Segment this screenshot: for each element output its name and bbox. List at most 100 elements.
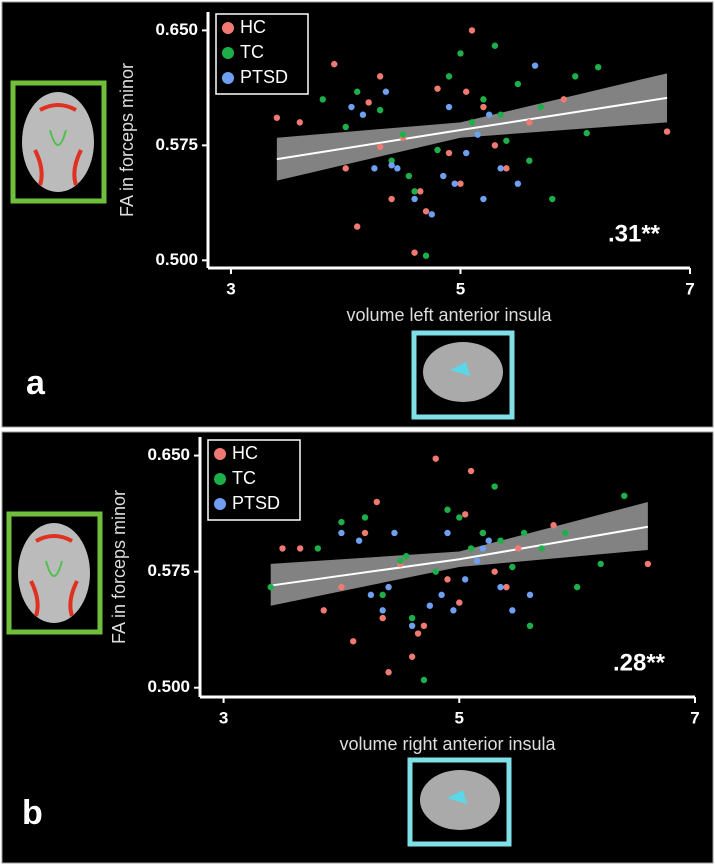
point [397, 557, 404, 565]
point [485, 537, 492, 544]
point [361, 529, 369, 537]
point [467, 467, 475, 475]
legend-marker [214, 498, 226, 510]
point [408, 614, 416, 622]
point [663, 128, 671, 135]
point [509, 607, 516, 614]
point [491, 483, 498, 490]
legend-label: TC [232, 468, 256, 488]
x-axis-label: volume right anterior insula [339, 734, 556, 754]
x-tick-label: 5 [456, 279, 465, 298]
point [379, 591, 386, 599]
point [503, 137, 510, 144]
y-tick-label: 0.650 [155, 20, 198, 39]
x-tick-label: 3 [226, 279, 235, 298]
point [526, 591, 534, 599]
point [361, 514, 369, 521]
point [526, 119, 533, 126]
point [414, 630, 422, 637]
point [388, 195, 395, 203]
point [371, 165, 378, 172]
point [338, 583, 345, 591]
x-tick-label: 7 [685, 279, 694, 298]
panel-label: a [26, 364, 46, 402]
y-tick-label: 0.575 [155, 135, 198, 154]
point [440, 172, 447, 180]
point [480, 96, 487, 103]
point [279, 545, 286, 552]
point [422, 252, 430, 259]
point [434, 85, 441, 92]
point [485, 111, 493, 118]
point [457, 180, 464, 187]
point [473, 557, 481, 565]
point [445, 73, 453, 80]
point [353, 88, 361, 95]
point [503, 165, 510, 172]
panel-a [1, 1, 714, 428]
point [461, 511, 469, 518]
point [583, 129, 590, 137]
legend-label: HC [240, 17, 266, 37]
point [403, 552, 410, 560]
legend-label: PTSD [240, 67, 288, 87]
point [411, 249, 418, 256]
point [342, 123, 349, 131]
point [388, 162, 395, 169]
point [373, 498, 380, 506]
point [338, 518, 345, 526]
brain-sagittal-a [411, 330, 515, 420]
point [451, 180, 458, 187]
brain-axial-a [10, 80, 107, 204]
point [432, 568, 439, 575]
point [456, 599, 463, 606]
point [445, 149, 453, 157]
point [594, 63, 602, 71]
point [331, 60, 338, 68]
y-tick-label: 0.500 [147, 677, 190, 696]
point [445, 103, 453, 111]
point [467, 545, 475, 552]
point [394, 165, 401, 172]
y-tick-label: 0.575 [147, 561, 190, 580]
point [572, 73, 579, 80]
point [426, 602, 434, 609]
y-tick-label: 0.500 [155, 250, 198, 269]
point [376, 106, 384, 114]
y-axis-label: FA in forceps minor [117, 63, 137, 217]
point [342, 165, 349, 172]
point [597, 560, 604, 568]
point [468, 119, 476, 126]
point [537, 103, 545, 111]
point [463, 88, 470, 95]
point [480, 195, 487, 203]
point [350, 638, 357, 645]
brain-axial-b [6, 511, 103, 635]
point [549, 195, 556, 203]
point [562, 529, 569, 537]
point [461, 576, 469, 583]
point [514, 80, 522, 88]
point [497, 537, 504, 544]
point [526, 622, 534, 630]
point [573, 583, 581, 591]
point [296, 119, 304, 126]
point [379, 614, 386, 622]
point [480, 103, 487, 111]
point [420, 676, 428, 684]
point [491, 568, 498, 575]
point [491, 142, 499, 149]
panel-b [1, 431, 714, 864]
point [491, 42, 499, 49]
point [408, 622, 416, 630]
point [497, 583, 504, 591]
point [411, 188, 418, 195]
legend-label: PTSD [232, 493, 280, 513]
point [391, 529, 398, 537]
point [503, 583, 510, 591]
legend-label: HC [232, 443, 258, 463]
point [621, 492, 628, 500]
point [428, 211, 435, 218]
y-tick-label: 0.650 [147, 445, 190, 464]
